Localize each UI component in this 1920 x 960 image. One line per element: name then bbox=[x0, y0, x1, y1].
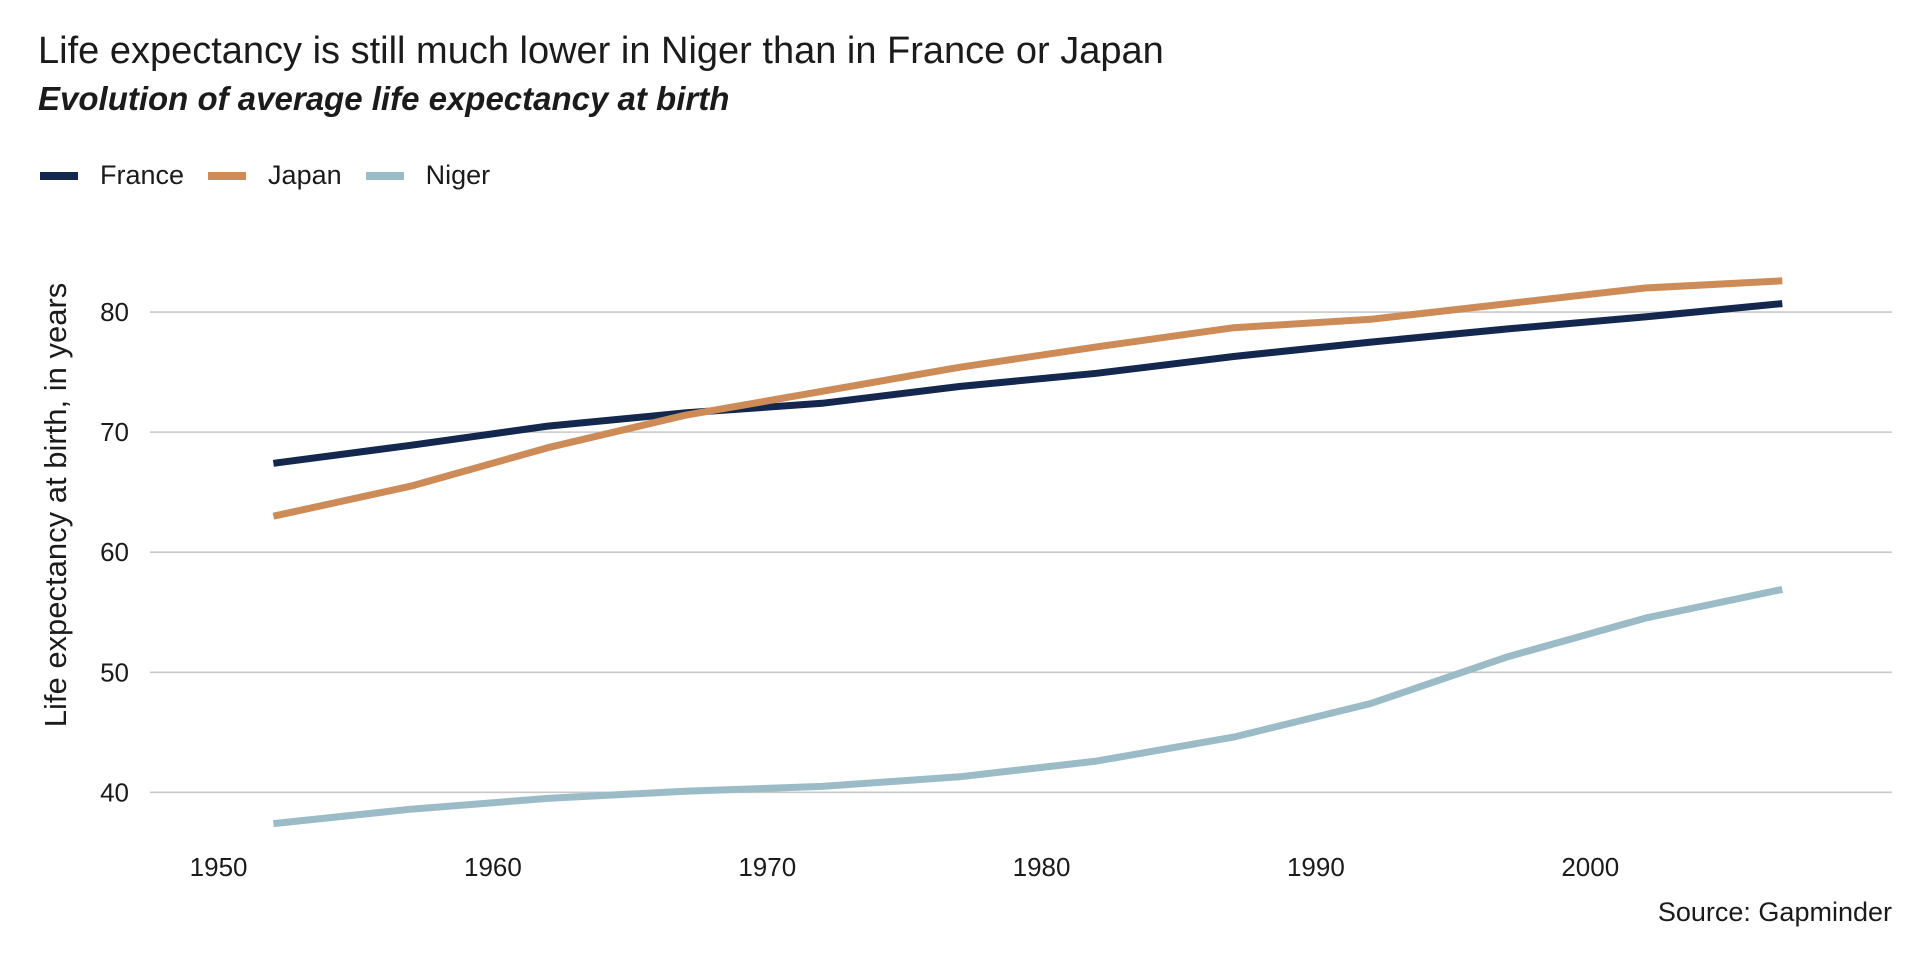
series-line-france bbox=[272, 300, 1783, 467]
x-tick-label: 2000 bbox=[1561, 852, 1619, 882]
chart-title: Life expectancy is still much lower in N… bbox=[38, 30, 1164, 72]
x-tick-label: 1980 bbox=[1013, 852, 1071, 882]
legend-item-niger: Niger bbox=[365, 160, 491, 191]
y-tick-label: 80 bbox=[100, 297, 129, 327]
y-tick-label: 60 bbox=[100, 537, 129, 567]
x-tick-label: 1950 bbox=[190, 852, 248, 882]
gridlines bbox=[150, 311, 1892, 794]
y-tick-label: 50 bbox=[100, 657, 129, 687]
legend-item-france: France bbox=[40, 160, 184, 191]
series-line-japan bbox=[272, 277, 1783, 520]
x-tick-label: 1960 bbox=[464, 852, 522, 882]
x-tick-label: 1990 bbox=[1287, 852, 1345, 882]
legend-key-niger bbox=[365, 171, 404, 180]
legend: France Japan Niger bbox=[40, 160, 514, 191]
chart-subtitle: Evolution of average life expectancy at … bbox=[38, 80, 730, 117]
x-tick-label: 1970 bbox=[738, 852, 796, 882]
legend-label-japan: Japan bbox=[268, 160, 342, 190]
source-caption: Source: Gapminder bbox=[1657, 897, 1892, 927]
legend-key-japan bbox=[208, 171, 247, 180]
legend-label-niger: Niger bbox=[425, 160, 491, 190]
legend-key-france bbox=[40, 171, 78, 180]
series-line-niger bbox=[273, 585, 1784, 828]
y-tick-label: 40 bbox=[100, 777, 129, 807]
series-lines bbox=[272, 277, 1784, 828]
legend-label-france: France bbox=[100, 160, 185, 190]
legend-item-japan: Japan bbox=[208, 160, 342, 191]
y-axis-label: Life expectancy at birth, in years bbox=[38, 283, 73, 728]
y-tick-labels: 40 50 60 70 80 bbox=[100, 297, 129, 807]
x-tick-labels: 1950 1960 1970 1980 1990 2000 bbox=[190, 852, 1619, 882]
y-tick-label: 70 bbox=[100, 417, 129, 447]
